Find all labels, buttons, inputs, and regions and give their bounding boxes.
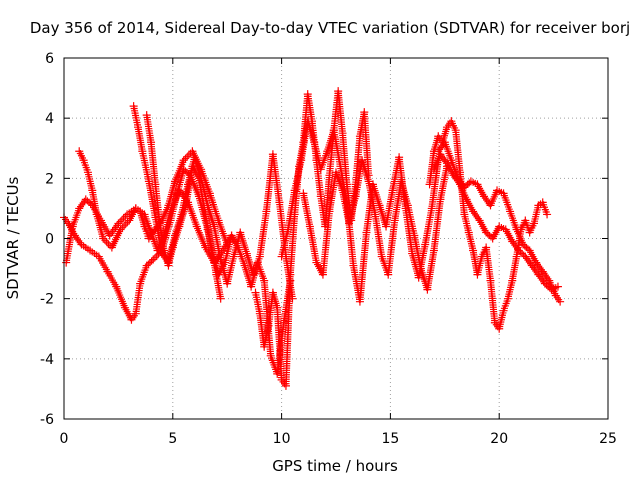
y-tick-label: 2: [45, 171, 54, 187]
data-point: [277, 375, 286, 384]
y-tick-label: 4: [45, 111, 54, 127]
data-point: [469, 207, 478, 216]
series-trace-8: [299, 156, 451, 294]
trace-marker: [146, 259, 154, 267]
data-point: [556, 297, 565, 306]
data-point: [434, 147, 443, 156]
data-point: [543, 210, 552, 219]
data-point: [214, 270, 223, 279]
series-trace-7: [277, 117, 443, 306]
data-point: [475, 216, 484, 225]
x-tick-label: 20: [490, 431, 508, 447]
chart-title: Day 356 of 2014, Sidereal Day-to-day VTE…: [30, 19, 630, 37]
series-trace-5: [142, 111, 295, 378]
trace-marker: [516, 248, 524, 256]
trace-marker: [83, 197, 91, 205]
data-point: [434, 132, 443, 141]
trace-marker: [183, 153, 191, 161]
trace-marker: [520, 251, 528, 259]
x-tick-label: 5: [168, 431, 177, 447]
data-point: [508, 237, 517, 246]
data-point: [490, 318, 499, 327]
data-point: [125, 216, 134, 225]
data-point: [75, 204, 84, 213]
data-point: [534, 270, 543, 279]
data-point: [488, 234, 497, 243]
data-point: [127, 315, 136, 324]
y-tick-label: 6: [45, 51, 54, 67]
data-point: [551, 291, 560, 300]
y-tick-label: -6: [40, 412, 54, 428]
trace-marker: [485, 231, 493, 239]
data-point: [120, 303, 129, 312]
data-point: [99, 234, 108, 243]
data-point: [179, 156, 188, 165]
data-point: [473, 180, 482, 189]
trace-marker: [462, 182, 470, 190]
trace-marker: [464, 180, 472, 188]
axis-ticks: 0 5 10 15 20 25 -6 -4 -2 0 2 4 6: [40, 51, 617, 447]
trace-marker: [85, 198, 93, 206]
data-point: [144, 234, 153, 243]
data-point: [442, 159, 451, 168]
series-trace-10: [429, 150, 562, 294]
data-point: [532, 258, 541, 267]
trace-marker: [103, 238, 111, 246]
data-point: [114, 219, 123, 228]
y-axis-label: SDTVAR / TECUs: [4, 176, 22, 299]
data-point: [442, 123, 451, 132]
data-point: [453, 174, 462, 183]
data-point: [312, 258, 321, 267]
trace-marker: [522, 244, 530, 252]
x-tick-label: 0: [60, 431, 69, 447]
data-point: [227, 231, 236, 240]
trace-marker: [484, 230, 492, 238]
data-points: [60, 87, 565, 390]
data-point: [105, 231, 114, 240]
data-point: [116, 225, 125, 234]
trace-marker: [524, 245, 532, 253]
series-trace-11: [434, 138, 565, 306]
data-point: [64, 219, 73, 228]
y-tick-label: -2: [40, 292, 54, 308]
data-point: [501, 225, 510, 234]
trace-marker: [148, 257, 156, 265]
trace-marker: [518, 250, 526, 258]
trace-marker: [151, 254, 159, 262]
trace-marker: [181, 167, 189, 175]
data-point: [525, 246, 534, 255]
data-point: [188, 162, 197, 171]
data-point: [479, 192, 488, 201]
data-point: [107, 243, 116, 252]
data-point: [175, 186, 184, 195]
data-point: [192, 222, 201, 231]
data-point: [149, 255, 158, 264]
data-point: [188, 147, 197, 156]
data-point: [236, 228, 245, 237]
trace-marker: [144, 260, 152, 268]
x-tick-label: 25: [599, 431, 617, 447]
data-point: [521, 252, 530, 261]
data-point: [216, 294, 225, 303]
y-tick-label: 0: [45, 232, 54, 248]
trace-marker: [521, 242, 529, 250]
data-point: [527, 261, 536, 270]
data-point: [462, 195, 471, 204]
x-tick-label: 10: [273, 431, 291, 447]
x-axis-label: GPS time / hours: [272, 457, 398, 475]
y-tick-label: -4: [40, 352, 54, 368]
x-tick-label: 15: [381, 431, 399, 447]
data-point: [538, 267, 547, 276]
